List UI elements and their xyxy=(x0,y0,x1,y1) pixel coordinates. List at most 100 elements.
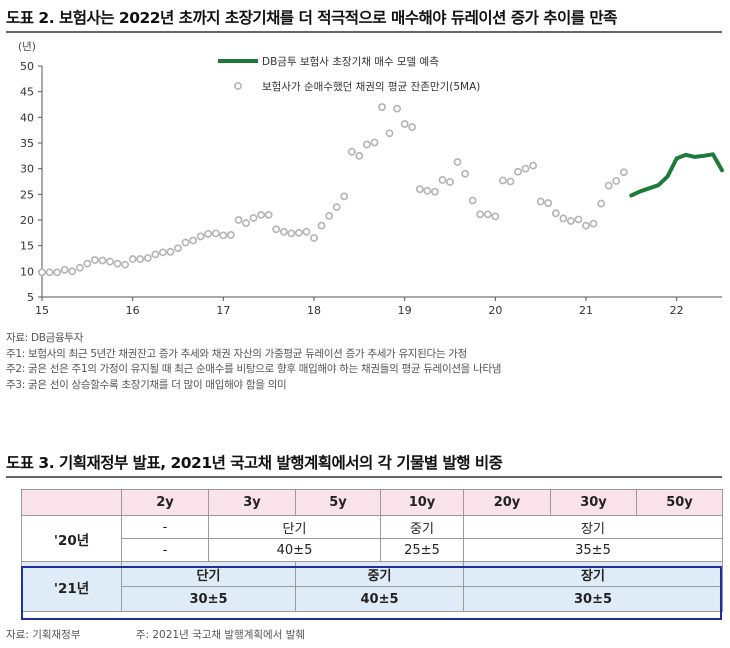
data-point xyxy=(98,256,107,265)
data-point xyxy=(257,210,266,219)
cell-2020-short-value: 40±5 xyxy=(208,538,381,562)
data-point xyxy=(362,140,371,149)
row-2020-values: - 40±5 25±5 35±5 xyxy=(22,538,723,562)
data-point xyxy=(393,104,402,113)
data-point xyxy=(400,120,409,128)
data-point xyxy=(604,181,613,190)
data-point xyxy=(521,164,530,173)
header-col-2y: 2y xyxy=(121,489,209,516)
cell-2020-dash-category: - xyxy=(121,515,209,539)
data-point xyxy=(453,158,462,166)
x-tick-label: 21 xyxy=(579,304,593,317)
figure2-title: 도표 2. 보험사는 2022년 초까지 초장기채를 더 적극적으로 매수해야 … xyxy=(6,9,617,27)
data-point xyxy=(597,199,606,208)
figure3-note: 주: 2021년 국고채 발행계획에서 발췌 xyxy=(135,629,306,641)
data-point xyxy=(219,231,228,240)
table-header-row: 2y 3y 5y 10y 20y 30y 50y xyxy=(21,489,723,516)
cell-2021-mid-value: 40±5 xyxy=(295,586,464,612)
data-point xyxy=(279,227,288,236)
figure2-source: 자료: DB금융투자 xyxy=(6,332,84,344)
data-point xyxy=(551,209,560,218)
data-point xyxy=(60,265,69,274)
data-point xyxy=(612,177,621,185)
chart-ticks: 5 10 15 20 25 30 35 40 45 50 15 16 17 18 19 20 21 22 xyxy=(20,60,684,317)
data-point xyxy=(143,254,152,262)
data-point xyxy=(340,192,349,201)
data-point xyxy=(310,234,318,242)
cell-2020-long-category: 장기 xyxy=(463,515,723,539)
figure3-title-rule xyxy=(6,476,722,478)
cell-2021-short-category: 단기 xyxy=(121,561,296,587)
data-point xyxy=(385,129,394,138)
row-2021-label: '21년 xyxy=(21,561,122,612)
data-point xyxy=(264,210,273,219)
header-blank-cell xyxy=(21,489,122,516)
data-point xyxy=(514,167,522,176)
x-tick-label: 16 xyxy=(126,304,140,317)
data-point xyxy=(589,219,598,228)
legend-label-model: DB금투 보험사 초장기채 매수 모델 예측 xyxy=(262,55,439,68)
data-point xyxy=(506,177,515,186)
data-point xyxy=(151,250,160,259)
figure3-title: 도표 3. 기획재정부 발표, 2021년 국고채 발행계획에서의 각 기물별 … xyxy=(6,454,503,472)
x-tick-label: 18 xyxy=(307,304,321,317)
legend-dot-swatch xyxy=(234,82,242,90)
x-tick-label: 15 xyxy=(35,304,49,317)
data-point xyxy=(68,267,77,276)
data-point xyxy=(302,227,311,236)
cell-2020-mid-category: 중기 xyxy=(380,515,464,539)
data-point xyxy=(38,268,46,277)
data-point xyxy=(430,187,439,196)
data-point xyxy=(574,215,583,224)
data-point xyxy=(355,151,364,160)
cell-2020-mid-value: 25±5 xyxy=(380,538,464,562)
header-col-30y: 30y xyxy=(550,489,637,516)
y-tick-label: 20 xyxy=(20,214,34,227)
data-point xyxy=(536,197,545,206)
x-tick-label: 20 xyxy=(488,304,502,317)
data-point xyxy=(242,219,250,227)
data-point xyxy=(249,214,258,222)
y-tick-label: 25 xyxy=(20,188,34,201)
issuance-table: 2y 3y 5y 10y 20y 30y 50y '20년 - 단기 중기 장기… xyxy=(21,489,723,612)
data-point xyxy=(370,138,379,147)
data-point xyxy=(476,210,485,219)
data-point xyxy=(378,103,386,111)
data-point xyxy=(113,259,122,268)
data-point xyxy=(566,217,575,225)
y-tick-label: 35 xyxy=(20,137,34,150)
figure2-notes: 자료: DB금융투자 주1: 보험사의 최근 5년간 채권잔고 증가 추세와 채… xyxy=(6,331,501,393)
data-point xyxy=(446,178,454,186)
data-point xyxy=(128,255,137,263)
data-point xyxy=(325,211,334,220)
cell-2021-long-value: 30±5 xyxy=(463,586,723,612)
y-tick-label: 30 xyxy=(20,163,34,176)
data-point xyxy=(189,236,198,245)
header-col-20y: 20y xyxy=(463,489,551,516)
data-point xyxy=(226,230,235,239)
data-point xyxy=(544,199,553,207)
data-point xyxy=(204,229,213,238)
row-2021-values: 30±5 40±5 30±5 xyxy=(22,586,723,612)
data-point xyxy=(136,255,145,263)
data-point xyxy=(121,260,130,269)
legend-label-dots: 보험사가 순매수했던 채권의 평균 잔존만기(5MA) xyxy=(262,81,480,93)
x-tick-label: 22 xyxy=(670,304,684,317)
cell-2021-short-value: 30±5 xyxy=(121,586,296,612)
data-point xyxy=(332,203,341,212)
data-point xyxy=(75,263,84,272)
data-point xyxy=(234,216,243,224)
figure2-title-rule xyxy=(6,31,722,33)
y-tick-label: 5 xyxy=(27,291,34,304)
row-2021-category: '21년 단기 중기 장기 xyxy=(21,561,723,612)
data-point xyxy=(90,256,99,264)
data-point xyxy=(287,229,296,238)
header-col-5y: 5y xyxy=(295,489,381,516)
row-2020-label: '20년 xyxy=(21,515,122,562)
data-point xyxy=(45,268,54,277)
data-point xyxy=(106,257,114,266)
data-point xyxy=(158,248,167,257)
data-point xyxy=(461,169,470,178)
data-point xyxy=(166,247,175,256)
